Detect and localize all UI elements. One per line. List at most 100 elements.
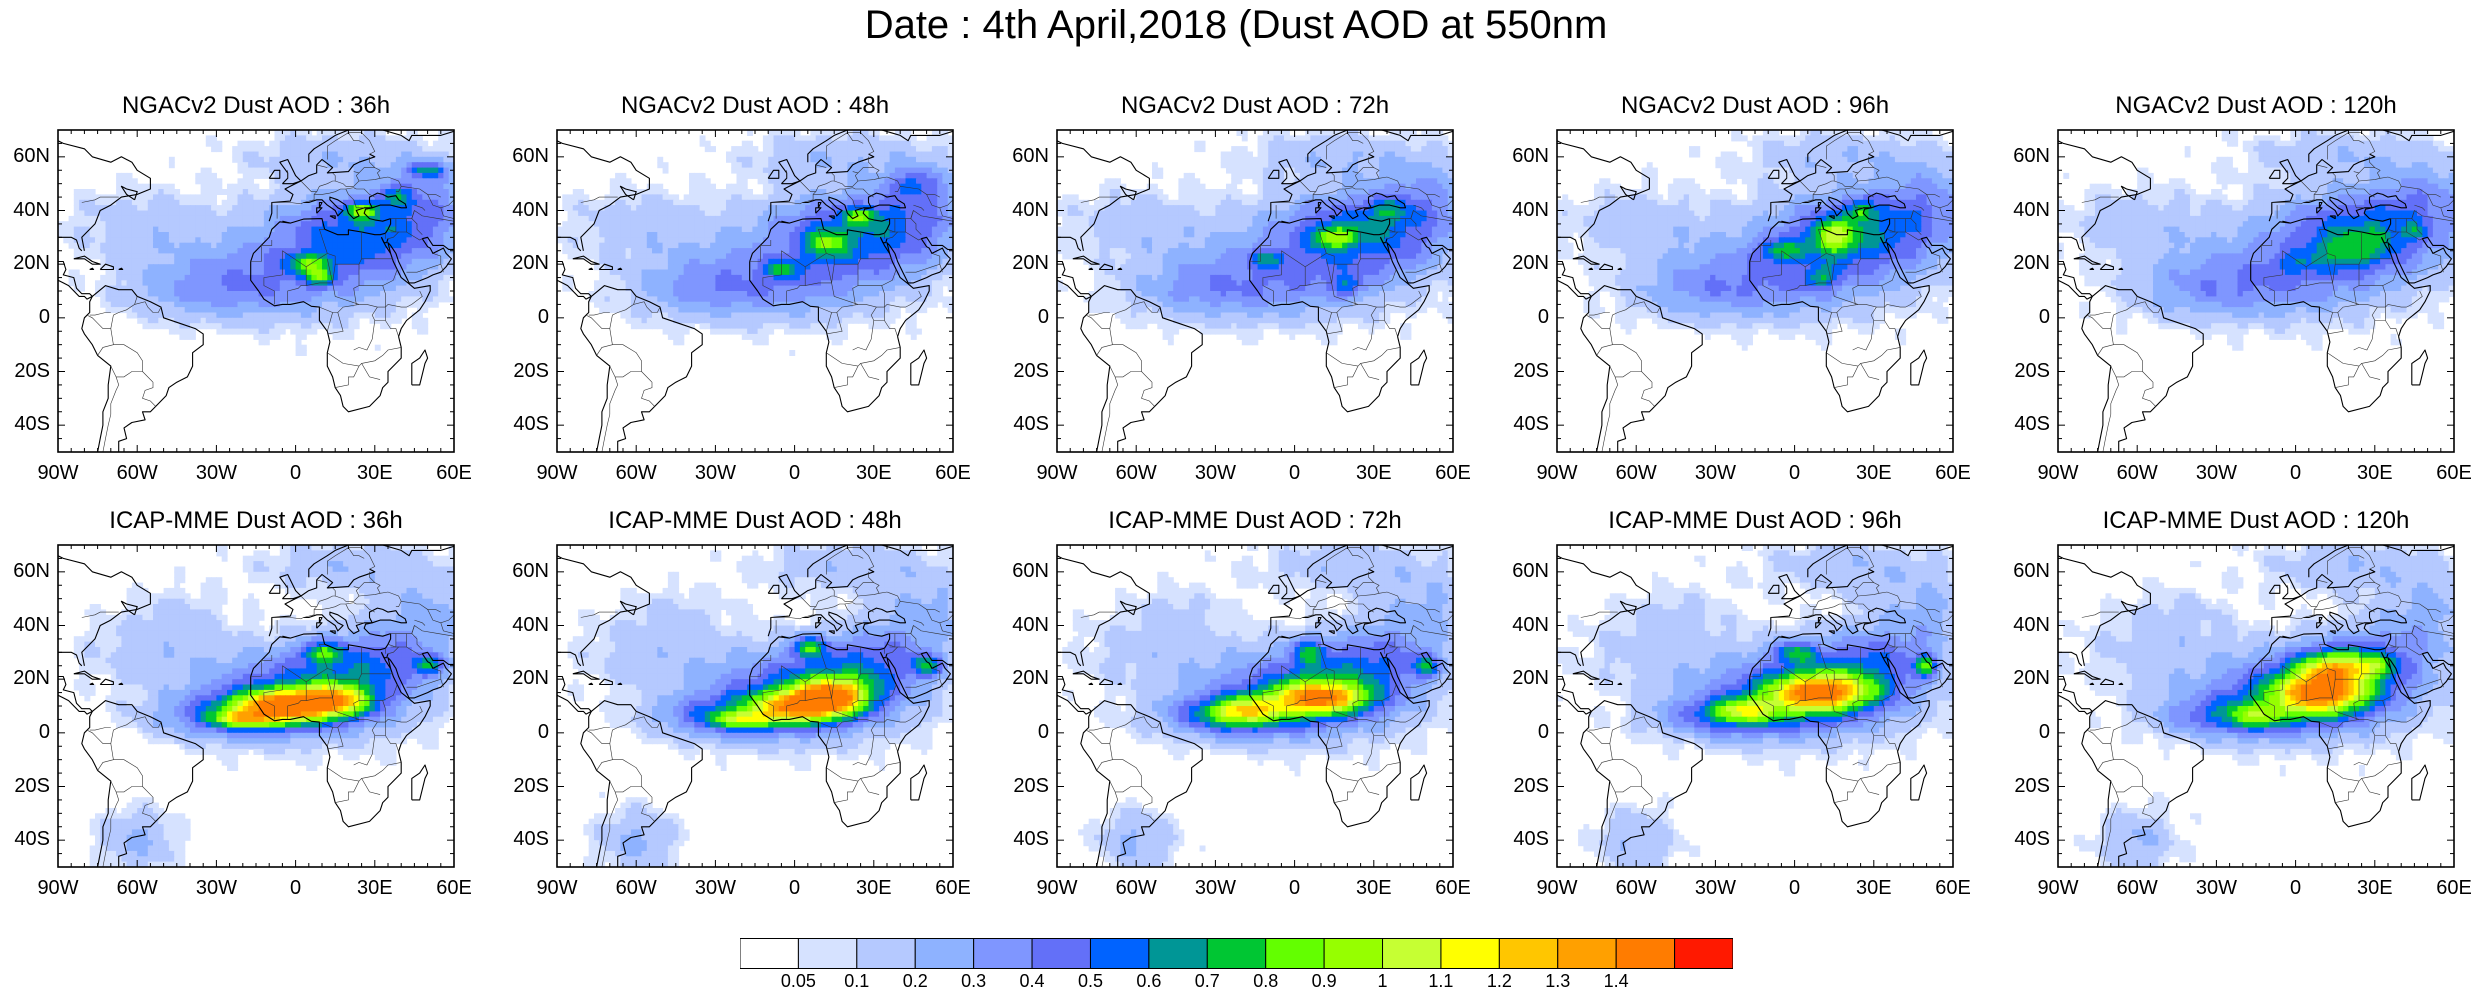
y-tick-label: 20N [1495, 667, 1549, 690]
colorbar-label: 1.4 [1604, 971, 1629, 988]
x-tick-label: 0 [2290, 877, 2301, 899]
y-tick-label: 60N [1996, 145, 2050, 168]
x-tick-label: 60W [1116, 462, 1157, 484]
country-borders [1580, 547, 1953, 867]
x-tick-label: 90W [2037, 877, 2078, 899]
y-tick-label: 40S [1996, 828, 2050, 851]
y-tick-label: 40N [0, 199, 50, 222]
panel-title: NGACv2 Dust AOD : 48h [497, 92, 1013, 120]
y-tick-label: 20N [995, 667, 1049, 690]
y-tick-label: 0 [1495, 721, 1549, 744]
aod-field [2058, 545, 2454, 867]
map-panel: 90W 60W 30W 0 30E 60E [1036, 544, 1471, 899]
x-tick-label: 60W [616, 877, 657, 899]
y-tick-label: 40N [1495, 614, 1549, 637]
x-tick-label: 60W [1116, 877, 1157, 899]
map-panel: 90W 60W 30W 0 30E 60E [37, 544, 472, 899]
colorbar-label: 0.1 [844, 971, 869, 988]
colorbar-box [973, 938, 1033, 969]
colorbar-label: 1.3 [1545, 971, 1570, 988]
colorbar-label: 0.8 [1253, 971, 1278, 988]
colorbar-label: 0.6 [1136, 971, 1161, 988]
colorbar-box [1498, 938, 1559, 969]
x-tick-label: 30E [2357, 462, 2393, 484]
y-tick-label: 0 [0, 721, 50, 744]
map-panel: 90W 60W 30W 0 30E 60E [536, 544, 971, 899]
y-tick-label: 20S [1495, 775, 1549, 798]
x-tick-label: 30E [357, 462, 393, 484]
y-tick-label: 20N [995, 252, 1049, 275]
y-tick-label: 20N [1996, 252, 2050, 275]
map-panel: 90W 60W 30W 0 30E 60E [1036, 129, 1471, 484]
x-tick-label: 60E [1435, 877, 1471, 899]
x-tick-label: 30W [1195, 462, 1236, 484]
colorbar-box [1148, 938, 1208, 969]
x-tick-label: 60W [2117, 462, 2158, 484]
y-tick-label: 40N [1996, 614, 2050, 637]
aod-field [1557, 130, 1953, 452]
map-panel: 90W 60W 30W 0 30E 60E [536, 129, 971, 484]
map-panel: 90W 60W 30W 0 30E 60E [2037, 129, 2472, 484]
y-tick-label: 40S [495, 413, 549, 436]
colorbar-box [1031, 938, 1091, 969]
y-tick-label: 40N [0, 614, 50, 637]
x-tick-label: 60E [1435, 462, 1471, 484]
panel-title: ICAP-MME Dust AOD : 96h [1497, 507, 2013, 535]
x-tick-label: 60E [935, 877, 971, 899]
colorbar-box [1089, 938, 1150, 969]
y-tick-label: 60N [0, 560, 50, 583]
aod-field [2058, 130, 2454, 452]
figure-title: Date : 4th April,2018 (Dust AOD at 550nm [0, 0, 2472, 50]
x-tick-label: 0 [290, 462, 301, 484]
y-tick-label: 20S [495, 775, 549, 798]
map-panel: 90W 60W 30W 0 30E 60E [2037, 544, 2472, 899]
x-tick-label: 60W [117, 877, 158, 899]
y-tick-label: 20S [1996, 775, 2050, 798]
y-tick-label: 20S [495, 360, 549, 383]
colorbar-box [1265, 938, 1325, 969]
x-tick-label: 0 [290, 877, 301, 899]
x-tick-label: 30E [2357, 877, 2393, 899]
x-tick-label: 90W [37, 877, 78, 899]
colorbar-label: 0.3 [961, 971, 986, 988]
map-panel: 90W 60W 30W 0 30E 60E [1536, 544, 1971, 899]
colorbar-label: 0.05 [781, 971, 816, 988]
aod-field [1057, 130, 1453, 452]
y-tick-label: 0 [0, 306, 50, 329]
colorbar-box [1615, 938, 1676, 969]
x-tick-label: 30W [2196, 462, 2237, 484]
x-tick-label: 0 [2290, 462, 2301, 484]
y-tick-label: 40S [495, 828, 549, 851]
x-tick-label: 90W [1036, 462, 1077, 484]
y-tick-label: 40S [995, 828, 1049, 851]
colorbar-box [740, 938, 799, 969]
y-tick-label: 20S [1495, 360, 1549, 383]
y-tick-label: 0 [1996, 306, 2050, 329]
x-tick-label: 30W [2196, 877, 2237, 899]
y-tick-label: 60N [495, 560, 549, 583]
colorbar-label: 1.2 [1487, 971, 1512, 988]
x-tick-label: 60E [1935, 877, 1971, 899]
coastlines [1557, 130, 1953, 452]
y-tick-label: 0 [495, 721, 549, 744]
colorbar-box [1440, 938, 1500, 969]
y-tick-label: 0 [1495, 306, 1549, 329]
y-tick-label: 40S [1495, 828, 1549, 851]
x-tick-label: 90W [37, 462, 78, 484]
y-tick-label: 40N [1495, 199, 1549, 222]
x-tick-label: 30W [1195, 877, 1236, 899]
y-tick-label: 60N [0, 145, 50, 168]
x-tick-label: 90W [536, 462, 577, 484]
x-tick-label: 60W [2117, 877, 2158, 899]
colorbar-box [1557, 938, 1617, 969]
colorbar-box [797, 938, 858, 969]
y-tick-label: 40N [495, 614, 549, 637]
y-tick-label: 20S [1996, 360, 2050, 383]
x-tick-label: 60W [1616, 462, 1657, 484]
x-tick-label: 90W [536, 877, 577, 899]
x-tick-label: 60E [436, 877, 472, 899]
x-tick-label: 60E [1935, 462, 1971, 484]
y-tick-label: 40S [0, 828, 50, 851]
aod-field [58, 545, 454, 867]
panel-title: ICAP-MME Dust AOD : 36h [0, 507, 514, 535]
